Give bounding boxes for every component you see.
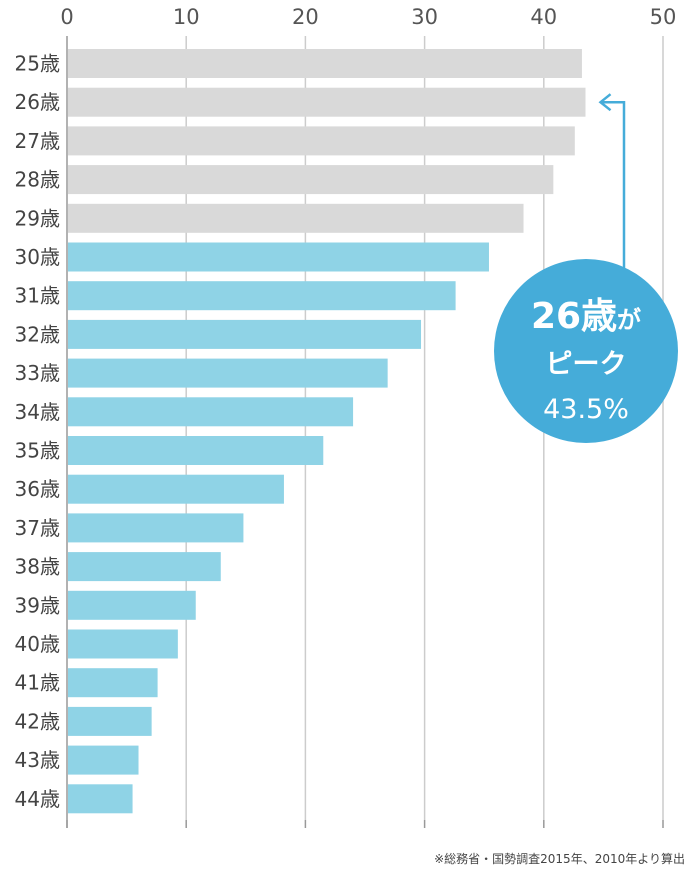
callout-peak-value: 43.5%	[543, 394, 629, 425]
bar-31歳	[68, 281, 456, 311]
bar-28歳	[68, 165, 554, 195]
category-label-32歳: 32歳	[15, 322, 60, 346]
callout-title-suffix: が	[617, 306, 641, 334]
category-label-40歳: 40歳	[15, 632, 60, 656]
x-tick-label-0: 0	[60, 5, 73, 29]
bar-40歳	[68, 629, 178, 659]
category-label-33歳: 33歳	[15, 361, 60, 385]
bar-26歳	[68, 87, 586, 117]
callout-title: 26歳が	[531, 296, 641, 337]
bar-36歳	[68, 474, 284, 504]
category-label-25歳: 25歳	[15, 52, 60, 76]
bar-38歳	[68, 552, 221, 582]
category-label-28歳: 28歳	[15, 168, 60, 192]
bar-30歳	[68, 242, 489, 272]
category-label-39歳: 39歳	[15, 593, 60, 617]
callout-arrow-head	[598, 93, 612, 112]
tick-label-layer: 0 10 20 30 40 50	[60, 5, 676, 29]
bar-41歳	[68, 668, 158, 698]
bar-34歳	[68, 397, 354, 427]
callout-peak-label: ピーク	[546, 349, 627, 380]
category-label-42歳: 42歳	[15, 709, 60, 733]
bar-layer	[68, 49, 586, 814]
category-label-41歳: 41歳	[15, 671, 60, 695]
category-label-27歳: 27歳	[15, 129, 60, 153]
category-label-36歳: 36歳	[15, 477, 60, 501]
bar-39歳	[68, 590, 196, 620]
callout-arrow-line	[601, 100, 626, 269]
bar-35歳	[68, 436, 324, 465]
bar-43歳	[68, 745, 139, 775]
category-label-44歳: 44歳	[15, 787, 60, 811]
category-label-34歳: 34歳	[15, 400, 60, 424]
category-label-26歳: 26歳	[15, 90, 60, 114]
bar-37歳	[68, 513, 244, 543]
category-label-layer: 25歳 26歳 27歳 28歳 29歳 30歳 31歳 32歳 33歳 34歳 35歳 36歳 37歳 3…	[15, 52, 60, 811]
bar-27歳	[68, 126, 575, 156]
category-label-30歳: 30歳	[15, 245, 60, 269]
x-tick-label-20: 20	[292, 5, 319, 29]
category-label-38歳: 38歳	[15, 555, 60, 579]
bar-44歳	[68, 784, 133, 814]
category-label-43歳: 43歳	[15, 748, 60, 772]
bar-25歳	[68, 49, 582, 78]
callout-title-main: 26歳	[531, 296, 617, 337]
source-note: ※総務省・国勢調査2015年、2010年より算出	[434, 852, 685, 866]
axis-layer	[66, 36, 664, 828]
x-tick-label-30: 30	[411, 5, 438, 29]
bar-29歳	[68, 203, 524, 233]
bar-42歳	[68, 706, 152, 736]
x-tick-label-10: 10	[173, 5, 200, 29]
category-label-35歳: 35歳	[15, 439, 60, 463]
category-label-29歳: 29歳	[15, 206, 60, 230]
bar-32歳	[68, 319, 422, 349]
callout-circle	[494, 259, 678, 443]
category-label-37歳: 37歳	[15, 516, 60, 540]
x-tick-label-50: 50	[650, 5, 677, 29]
category-label-31歳: 31歳	[15, 284, 60, 308]
bar-33歳	[68, 358, 388, 388]
x-tick-label-40: 40	[530, 5, 557, 29]
